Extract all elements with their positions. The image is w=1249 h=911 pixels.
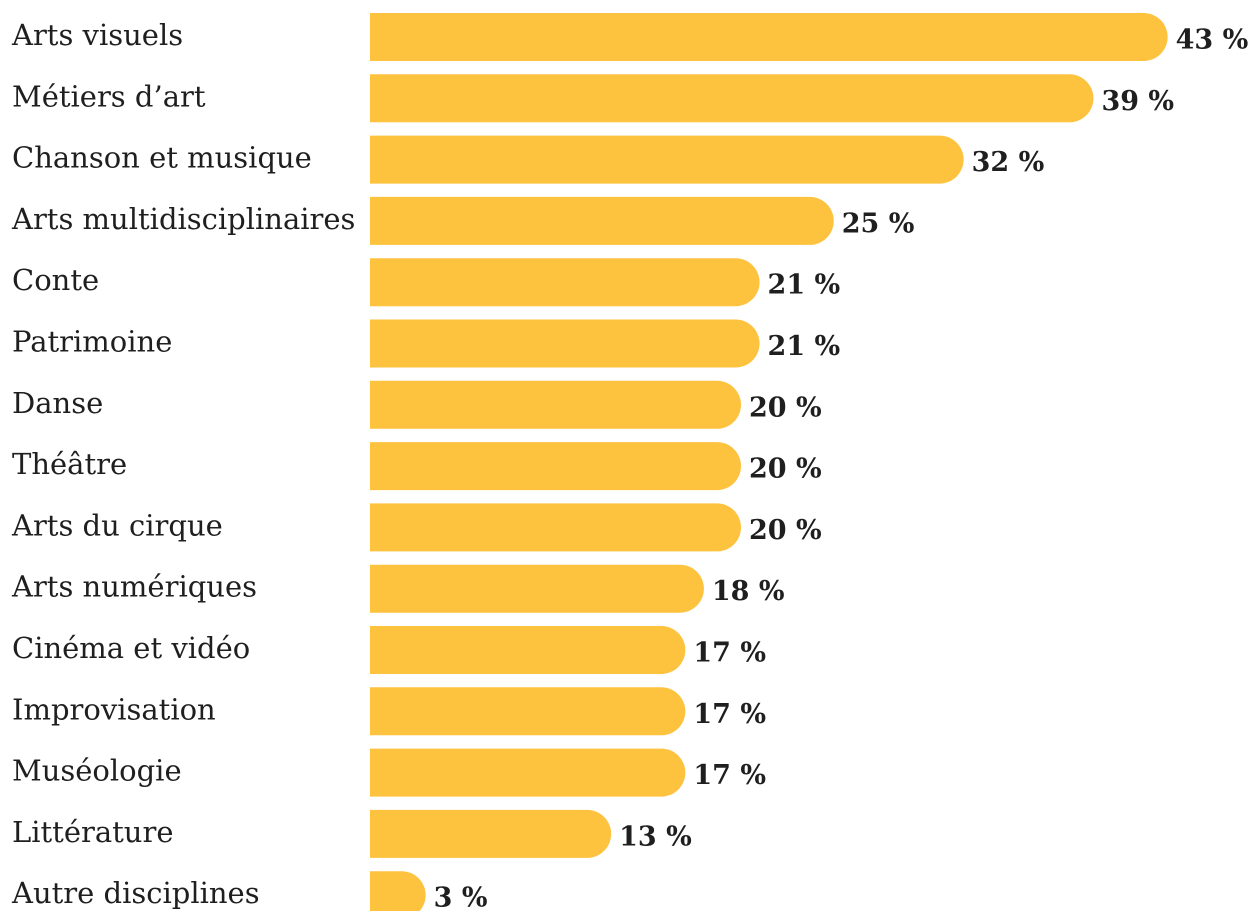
bar-10 [370,564,704,613]
value-label: 20 % [749,392,822,423]
category-label: Autre disciplines [11,876,260,910]
value-label: 21 % [768,270,841,301]
category-label: Conte [12,263,99,297]
value-label: 17 % [693,638,766,669]
bar-4 [370,196,834,245]
bars-group: Arts visuels 43 % Métiers d’art 39 % Chanson… [11,13,1248,911]
category-label: Métiers d’art [12,79,206,113]
category-label: Muséologie [12,754,182,788]
value-label: 13 % [619,821,692,852]
category-label: Improvisation [12,692,216,726]
category-label: Chanson et musique [12,141,312,175]
bar-15 [370,871,426,911]
category-label: Arts multidisciplinaires [11,202,355,236]
category-label: Théâtre [12,447,127,481]
value-label: 20 % [749,454,822,485]
category-label: Arts numériques [11,570,257,604]
value-label: 3 % [434,883,488,911]
category-label: Arts du cirque [11,508,223,542]
value-label: 18 % [712,576,785,607]
value-label: 17 % [693,760,766,791]
bar-6 [370,319,760,368]
bar-7 [370,380,741,429]
value-label: 17 % [693,699,766,730]
bar-1 [370,13,1168,61]
bar-2 [370,74,1094,123]
bar-14 [370,809,612,858]
bar-12 [370,687,686,736]
bar-5 [370,258,760,307]
value-label: 20 % [749,515,822,546]
category-label: Littérature [12,815,174,849]
value-label: 39 % [1101,86,1174,117]
value-label: 43 % [1176,25,1249,56]
category-label: Cinéma et vidéo [12,631,250,665]
category-label: Arts visuels [11,18,183,52]
value-label: 21 % [768,331,841,362]
bar-11 [370,626,686,674]
bar-3 [370,135,964,184]
value-label: 32 % [972,147,1045,178]
category-label: Danse [12,386,103,420]
value-label: 25 % [842,208,915,239]
bar-13 [370,748,686,797]
category-label: Patrimoine [12,325,172,359]
bar-8 [370,442,741,491]
bar-9 [370,503,741,552]
